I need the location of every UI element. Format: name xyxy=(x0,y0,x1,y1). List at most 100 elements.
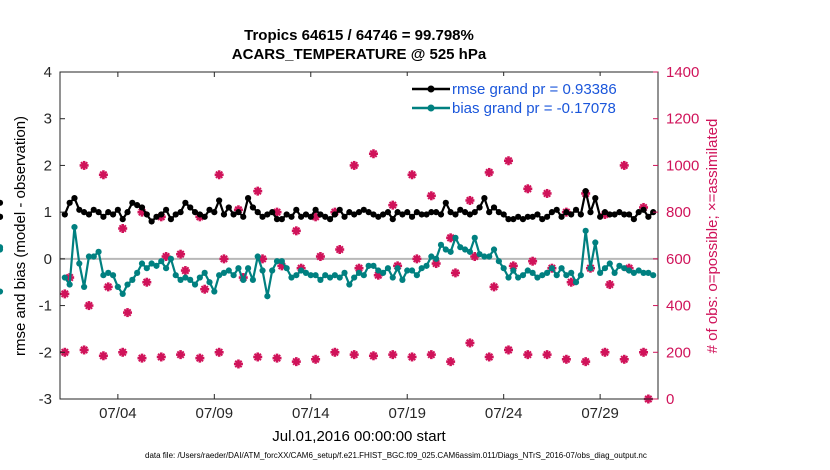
rmse-point xyxy=(143,211,150,218)
rmse-point xyxy=(220,211,228,218)
bias-point xyxy=(162,265,170,272)
bias-point xyxy=(471,234,478,241)
bias-point xyxy=(394,265,401,272)
obs-marker-assimilated xyxy=(349,350,359,360)
bias-point xyxy=(143,265,150,272)
x-tick-label: 07/19 xyxy=(388,405,426,422)
obs-marker-stroke xyxy=(485,353,494,361)
bias-point xyxy=(635,267,642,274)
bias-point xyxy=(230,272,237,279)
rmse-point xyxy=(587,209,594,216)
rmse-point xyxy=(428,209,435,216)
bias-point xyxy=(85,253,93,260)
obs-marker-stroke xyxy=(466,339,474,347)
rmse-point xyxy=(336,206,343,213)
obs-marker-stroke xyxy=(157,353,166,361)
rmse-point xyxy=(216,197,223,204)
rmse-point xyxy=(326,216,334,223)
obs-marker-assimilated xyxy=(600,347,610,357)
obs-marker-possible_low xyxy=(84,301,94,311)
obs-marker-stroke xyxy=(253,187,262,196)
obs-marker-stroke xyxy=(123,308,132,317)
obs-marker-assimilated xyxy=(407,352,417,362)
bias-point xyxy=(225,267,232,274)
bias-point xyxy=(572,279,580,286)
bias-point xyxy=(119,290,126,297)
bias-point xyxy=(375,267,382,274)
y-right-tick-label: 400 xyxy=(666,298,691,315)
obs-marker-stroke xyxy=(490,282,498,291)
obs-marker-assimilated xyxy=(195,353,205,363)
y-tick-label: 2 xyxy=(44,157,52,174)
bias-point xyxy=(66,281,73,288)
rmse-point xyxy=(457,206,464,213)
bias-point xyxy=(326,274,334,281)
rmse-point xyxy=(548,209,556,216)
bias-point xyxy=(625,267,633,274)
obs-marker-stroke xyxy=(562,355,571,364)
x-tick-label: 07/24 xyxy=(485,405,523,422)
rmse-point xyxy=(481,195,488,202)
bias-point xyxy=(495,258,502,265)
rmse-point xyxy=(635,209,642,216)
rmse-point xyxy=(442,199,449,206)
rmse-point xyxy=(476,204,483,211)
bias-point xyxy=(302,269,310,276)
rmse-point xyxy=(0,199,4,206)
bias-point xyxy=(264,293,271,300)
bias-point xyxy=(191,281,199,288)
bias-point xyxy=(341,269,348,276)
bias-point xyxy=(95,248,102,255)
obs-marker-possible xyxy=(118,223,128,233)
rmse-point xyxy=(167,216,175,223)
obs-marker-stroke xyxy=(427,191,436,200)
obs-marker-stroke xyxy=(523,350,532,359)
bias-point xyxy=(380,269,387,276)
bias-point xyxy=(254,253,261,260)
bias-point xyxy=(317,276,324,283)
rmse-point xyxy=(572,206,580,213)
rmse-point xyxy=(129,199,136,206)
bias-point xyxy=(404,267,411,274)
obs-marker-stroke xyxy=(369,351,378,360)
rmse-point xyxy=(85,211,93,218)
rmse-point xyxy=(437,211,445,218)
obs-marker-stroke xyxy=(200,285,209,294)
series-lines xyxy=(0,188,657,300)
obs-marker-stroke xyxy=(316,252,325,261)
rmse-point xyxy=(505,216,512,223)
rmse-point xyxy=(172,211,179,218)
obs-marker-stroke xyxy=(451,268,460,277)
obs-marker-possible xyxy=(523,184,533,194)
rmse-point xyxy=(630,216,637,223)
obs-marker-stroke xyxy=(60,289,69,298)
rmse-point xyxy=(389,216,396,223)
x-axis-label: Jul.01,2016 00:00:00 start xyxy=(272,428,446,445)
bias-point xyxy=(109,272,117,279)
obs-marker-stroke xyxy=(567,278,576,287)
rmse-point xyxy=(625,211,633,218)
rmse-point xyxy=(114,206,121,213)
obs-marker-assimilated xyxy=(542,350,552,360)
bias-point xyxy=(0,244,4,251)
bias-point xyxy=(288,274,295,281)
obs-marker-possible xyxy=(176,249,186,259)
bias-point xyxy=(211,288,218,295)
bias-point xyxy=(389,274,396,281)
bias-point xyxy=(548,265,556,272)
rmse-point xyxy=(302,211,310,218)
rmse-point xyxy=(211,209,218,216)
y-axis-ticks: 4 3 2 1 0 -1 -2 -3 xyxy=(39,64,65,408)
obs-marker-possible_low xyxy=(103,282,113,292)
rmse-point xyxy=(568,211,575,218)
bias-point xyxy=(351,274,358,281)
obs-marker-assimilated xyxy=(426,350,436,360)
rmse-point xyxy=(534,211,541,218)
y-right-tick-label: 200 xyxy=(666,344,691,361)
bias-point xyxy=(177,276,184,283)
bias-point xyxy=(0,288,4,295)
rmse-point xyxy=(259,213,266,220)
rmse-point xyxy=(201,213,208,220)
obs-marker-possible xyxy=(214,170,224,180)
